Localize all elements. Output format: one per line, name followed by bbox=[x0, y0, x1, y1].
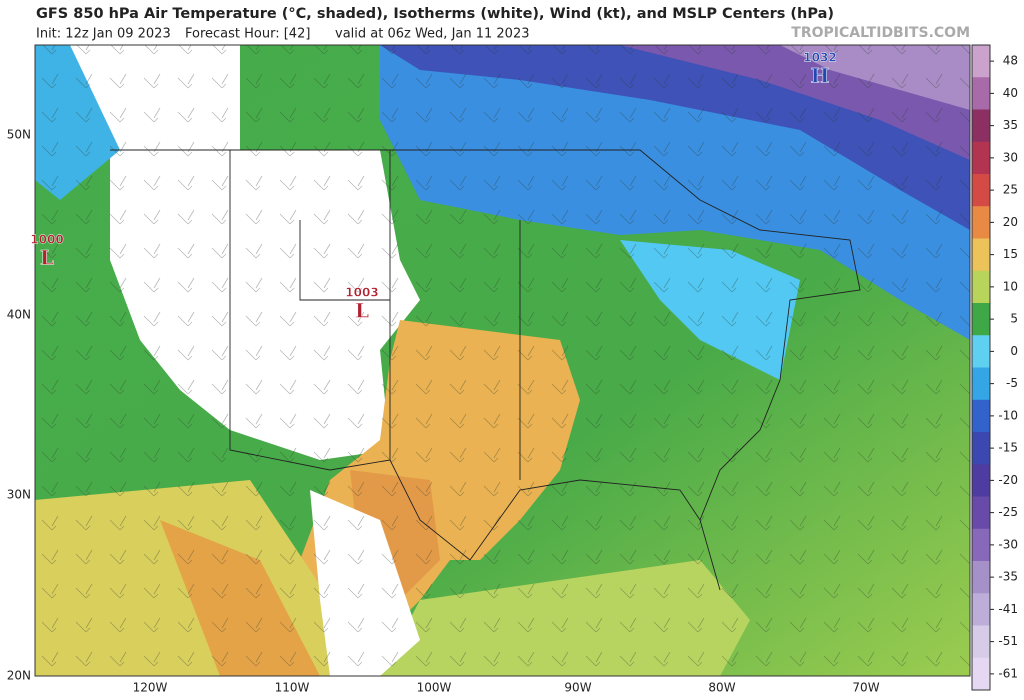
colorbar-segment bbox=[972, 270, 990, 304]
title: GFS 850 hPa Air Temperature (°C, shaded)… bbox=[36, 6, 834, 22]
colorbar-segment bbox=[972, 77, 990, 110]
lon-label: 120W bbox=[133, 681, 168, 695]
colorbar-segment bbox=[972, 464, 990, 497]
pressure-value: 1003 bbox=[345, 286, 378, 300]
colorbar-segment bbox=[972, 367, 990, 401]
lon-label: 70W bbox=[852, 681, 879, 695]
map bbox=[35, 45, 970, 676]
colorbar-segment bbox=[972, 206, 990, 239]
colorbar-segment bbox=[972, 496, 990, 530]
colorbar-label: -5 bbox=[1006, 376, 1018, 390]
colorbar-segment bbox=[972, 335, 990, 368]
colorbar-label: 40 bbox=[1003, 86, 1018, 100]
lon-label: 80W bbox=[708, 681, 735, 695]
colorbar-segment bbox=[972, 141, 990, 175]
colorbar-segment bbox=[972, 593, 990, 626]
colorbar-label: -61 bbox=[998, 666, 1018, 680]
lon-label: 110W bbox=[275, 681, 310, 695]
lat-label: 50N bbox=[7, 128, 31, 142]
colorbar-label: 10 bbox=[1003, 279, 1018, 293]
forecast-hour: Forecast Hour: [42] bbox=[185, 27, 310, 42]
colorbar-label: -30 bbox=[998, 537, 1018, 551]
colorbar-label: 35 bbox=[1003, 118, 1018, 132]
map-border bbox=[34, 44, 971, 677]
colorbar-segment bbox=[972, 561, 990, 594]
colorbar-segment bbox=[972, 625, 990, 659]
colorbar-label: -51 bbox=[998, 634, 1018, 648]
lat-label: 20N bbox=[7, 669, 31, 683]
colorbar-segment bbox=[972, 528, 990, 562]
colorbar-label: 0 bbox=[1010, 344, 1018, 358]
pressure-value: 1000 bbox=[30, 233, 63, 247]
colorbar-label: 15 bbox=[1003, 247, 1018, 261]
colorbar-label: -10 bbox=[998, 408, 1018, 422]
brand: TROPICALTIDBITS.COM bbox=[791, 25, 970, 41]
colorbar-label: -41 bbox=[998, 602, 1018, 616]
colorbar-label: -35 bbox=[998, 570, 1018, 584]
colorbar-segment bbox=[972, 303, 990, 336]
colorbar-segment bbox=[972, 432, 990, 465]
valid-time: valid at 06z Wed, Jan 11 2023 bbox=[335, 27, 530, 42]
colorbar-segment bbox=[972, 109, 990, 143]
init: Init: 12z Jan 09 2023 bbox=[36, 27, 171, 42]
colorbar-label: -20 bbox=[998, 473, 1018, 487]
lon-label: 90W bbox=[564, 681, 591, 695]
pressure-value: 1032 bbox=[803, 51, 836, 65]
pressure-center: H bbox=[811, 64, 830, 88]
lat-label: 40N bbox=[7, 308, 31, 322]
lon-label: 100W bbox=[417, 681, 452, 695]
colorbar-label: -15 bbox=[998, 441, 1018, 455]
colorbar-label: 48 bbox=[1003, 54, 1018, 68]
colorbar-label: 30 bbox=[1003, 150, 1018, 164]
colorbar-label: -25 bbox=[998, 505, 1018, 519]
colorbar-border bbox=[971, 44, 991, 691]
pressure-center: L bbox=[355, 299, 369, 323]
colorbar-label: 20 bbox=[1003, 215, 1018, 229]
pressure-center: L bbox=[40, 246, 54, 270]
colorbar-segment bbox=[972, 174, 990, 207]
colorbar-label: 25 bbox=[1003, 183, 1018, 197]
lat-label: 30N bbox=[7, 488, 31, 502]
colorbar-segment bbox=[972, 45, 990, 78]
colorbar-label: 5 bbox=[1010, 312, 1018, 326]
colorbar-segment bbox=[972, 399, 990, 433]
colorbar-segment bbox=[972, 657, 990, 691]
colorbar-segment bbox=[972, 238, 990, 272]
